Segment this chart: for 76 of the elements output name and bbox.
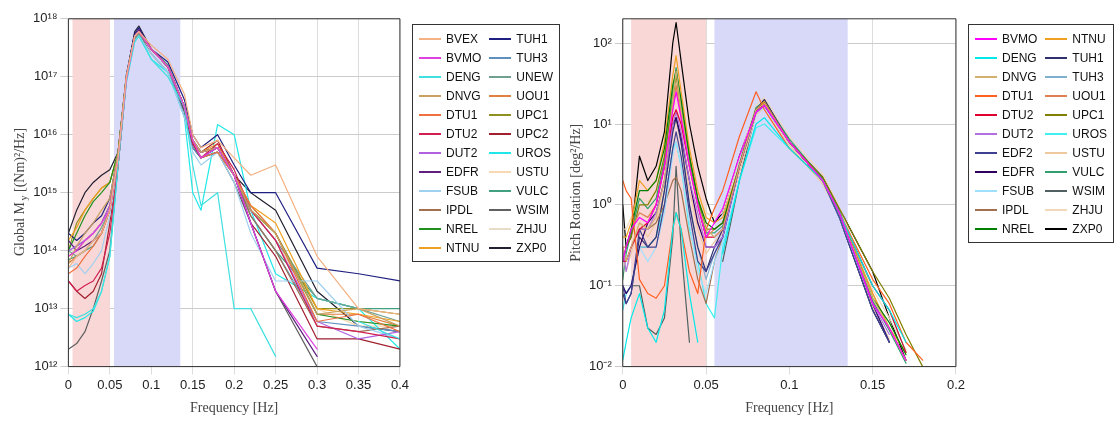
y-tick-label: 10² — [592, 34, 613, 50]
x-tick-label: 0.2 — [225, 376, 244, 392]
legend-label: BVEX — [446, 31, 479, 46]
legend-label: NTNU — [1072, 31, 1106, 46]
y-tick-label: 10¹⁵ — [33, 184, 58, 200]
y-tick-label: 10¹³ — [34, 300, 59, 316]
legend-label: WSIM — [1072, 183, 1106, 198]
y-tick-label: 10⁰ — [592, 196, 612, 212]
x-tick-label: 0.2 — [946, 376, 965, 392]
legend-label: BVMO — [446, 50, 482, 65]
legend-label: WSIM — [516, 202, 550, 217]
y-tick-label: 10¹² — [34, 358, 59, 374]
legend-label: DENG — [446, 69, 481, 84]
legend-label: IPDL — [446, 202, 473, 217]
x-tick-label: 0.35 — [345, 376, 372, 392]
y-tick-label: 10¹⁴ — [33, 242, 58, 258]
legend-label: TUH3 — [516, 50, 548, 65]
legend-label: UROS — [516, 145, 552, 160]
legend-label: DTU2 — [1002, 107, 1034, 122]
legend-label: DUT2 — [1002, 126, 1034, 141]
x-tick-label: 0.3 — [308, 376, 327, 392]
x-tick-label: 0 — [64, 376, 72, 392]
legend-label: NTNU — [446, 240, 480, 255]
y-axis-title: Global My [(Nm)²/Hz] — [11, 127, 29, 257]
legend-label: BVMO — [1002, 31, 1038, 46]
legend-label: UNEW — [516, 69, 554, 84]
y-tick-label: 10¹⁶ — [33, 126, 58, 142]
legend-label: DTU1 — [1002, 88, 1034, 103]
legend-label: DNVG — [446, 88, 481, 103]
x-axis-title: Frequency [Hz] — [190, 400, 279, 416]
legend-label: DTU1 — [446, 107, 478, 122]
legend-label: NREL — [446, 221, 479, 236]
legend-label: UOU1 — [1072, 88, 1106, 103]
x-tick-label: 0.15 — [860, 376, 886, 392]
legend-label: UPC1 — [1072, 107, 1105, 122]
legend-label: DENG — [1002, 50, 1037, 65]
y-tick-label: 10¹ — [592, 115, 613, 131]
legend-label: UOU1 — [516, 88, 550, 103]
legend-label: FSUB — [1002, 183, 1035, 198]
legend-label: VULC — [516, 183, 549, 198]
legend-label: FSUB — [446, 183, 479, 198]
x-tick-label: 0.05 — [693, 376, 719, 392]
y-tick-label: 10⁻¹ — [588, 277, 613, 293]
x-tick-label: 0.1 — [142, 376, 161, 392]
x-tick-label: 0.15 — [180, 376, 206, 392]
legend-label: DUT2 — [446, 145, 478, 160]
legend-label: UPC1 — [516, 107, 549, 122]
y-tick-label: 10¹⁷ — [33, 68, 58, 84]
legend-label: EDFR — [446, 164, 479, 179]
legend-label: ZHJU — [1072, 202, 1104, 217]
legend-label: TUH3 — [1072, 69, 1104, 84]
legend-label: USTU — [516, 164, 550, 179]
x-axis-title: Frequency [Hz] — [745, 400, 834, 416]
x-tick-label: 0.05 — [97, 376, 123, 392]
legend-label: EDFR — [1002, 164, 1035, 179]
legend-label: DNVG — [1002, 69, 1037, 84]
legend-label: TUH1 — [1072, 50, 1104, 65]
legend-label: EDF2 — [1002, 145, 1033, 160]
legend-label: VULC — [1072, 164, 1105, 179]
legend-label: NREL — [1002, 221, 1035, 236]
y-tick-label: 10⁻² — [588, 358, 613, 374]
x-tick-label: 0.1 — [780, 376, 799, 392]
x-tick-label: 0.25 — [262, 376, 289, 392]
y-tick-label: 10¹⁸ — [33, 10, 58, 26]
legend-label: UPC2 — [516, 126, 549, 141]
y-axis-title: Pitch Rotation [deg²/Hz] — [567, 123, 583, 262]
legend-label: UROS — [1072, 126, 1108, 141]
legend-label: ZHJU — [516, 221, 548, 236]
legend-label: IPDL — [1002, 202, 1029, 217]
legend-label: DTU2 — [446, 126, 478, 141]
x-tick-label: 0.4 — [390, 376, 409, 392]
legend-label: USTU — [1072, 145, 1106, 160]
legend-label: ZXP0 — [516, 240, 547, 255]
legend-label: TUH1 — [516, 31, 548, 46]
x-tick-label: 0 — [619, 376, 627, 392]
legend-label: ZXP0 — [1072, 221, 1103, 236]
